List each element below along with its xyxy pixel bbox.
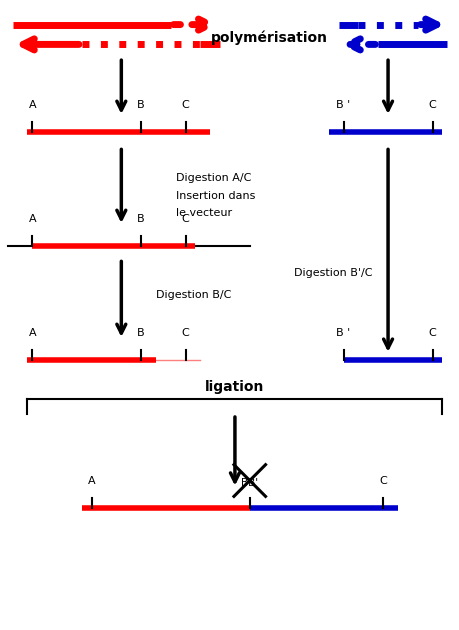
Text: Insertion dans: Insertion dans bbox=[176, 191, 255, 201]
Text: Digestion B'/C: Digestion B'/C bbox=[294, 268, 373, 278]
Text: B: B bbox=[137, 100, 145, 110]
Text: BB': BB' bbox=[241, 478, 258, 488]
Text: B ': B ' bbox=[336, 100, 351, 110]
Text: C: C bbox=[182, 214, 190, 224]
Text: C: C bbox=[429, 328, 437, 338]
Text: C: C bbox=[182, 100, 190, 110]
Text: A: A bbox=[88, 476, 95, 486]
Text: A: A bbox=[28, 328, 36, 338]
Text: polymérisation: polymérisation bbox=[211, 30, 328, 45]
Text: C: C bbox=[429, 100, 437, 110]
Text: B: B bbox=[137, 214, 145, 224]
Text: A: A bbox=[28, 214, 36, 224]
Text: Digestion A/C: Digestion A/C bbox=[176, 173, 251, 183]
Text: C: C bbox=[379, 476, 387, 486]
Text: B ': B ' bbox=[336, 328, 351, 338]
Text: C: C bbox=[182, 328, 190, 338]
Text: B: B bbox=[137, 328, 145, 338]
Text: Digestion B/C: Digestion B/C bbox=[156, 290, 231, 301]
Text: A: A bbox=[28, 100, 36, 110]
Text: ligation: ligation bbox=[205, 381, 265, 394]
Text: le vecteur: le vecteur bbox=[176, 208, 232, 218]
